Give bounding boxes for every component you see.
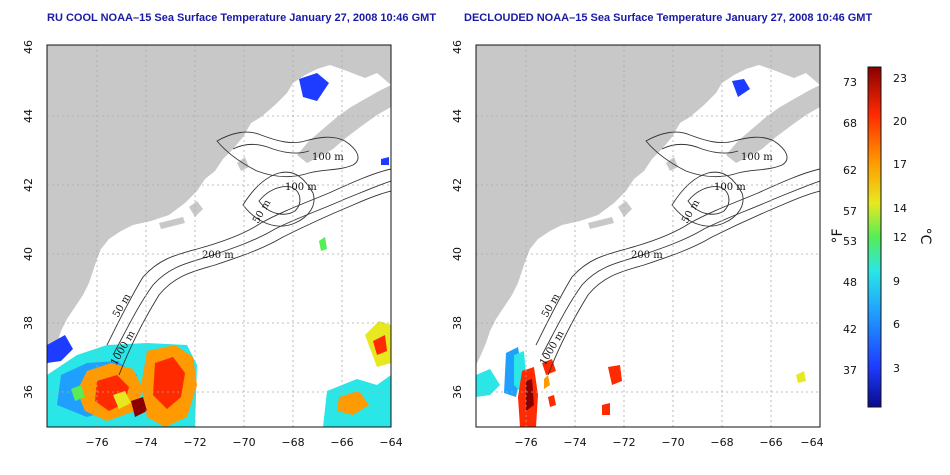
fahrenheit-tick: 62 — [843, 164, 857, 177]
panel-left-contour-label: 100 m — [312, 152, 344, 163]
fahrenheit-tick: 57 — [843, 205, 857, 218]
fahrenheit-tick: 42 — [843, 323, 857, 336]
celsius-tick: 6 — [893, 318, 900, 331]
x-tick-label: −64 — [379, 436, 402, 449]
x-tick-label: −74 — [134, 436, 157, 449]
panel-left-frame — [46, 44, 392, 428]
y-tick-label: 44 — [22, 109, 35, 123]
panel-right-sst-data — [476, 79, 806, 427]
celsius-tick: 3 — [893, 362, 900, 375]
y-tick-label: 42 — [22, 178, 35, 192]
fahrenheit-tick: 37 — [843, 364, 857, 377]
celsius-tick: 12 — [893, 231, 907, 244]
x-tick-label: −68 — [281, 436, 304, 449]
celsius-tick: 20 — [893, 115, 907, 128]
panel-right-contour-label: 100 m — [714, 182, 746, 193]
x-tick-label: −64 — [800, 436, 823, 449]
y-tick-label: 46 — [451, 40, 464, 54]
colorbar: 73 68 62 57 53 48 42 37 23 20 17 14 12 9… — [830, 66, 933, 408]
y-tick-label: 42 — [451, 178, 464, 192]
celsius-tick: 23 — [893, 72, 907, 85]
panel-left-sst-data — [47, 73, 391, 427]
x-tick-label: −76 — [85, 436, 108, 449]
fahrenheit-label: °F — [830, 228, 846, 243]
x-tick-label: −74 — [563, 436, 586, 449]
y-tick-label: 40 — [451, 247, 464, 261]
x-tick-label: −70 — [232, 436, 255, 449]
x-tick-label: −76 — [514, 436, 537, 449]
panel-right-x-axis: −76 −74 −72 −70 −68 −66 −64 — [514, 436, 823, 449]
y-tick-label: 36 — [22, 385, 35, 399]
panel-right-frame — [475, 44, 821, 428]
fahrenheit-tick: 48 — [843, 276, 857, 289]
y-tick-label: 36 — [451, 385, 464, 399]
y-tick-label: 44 — [451, 109, 464, 123]
colorbar-celsius-ticks: 23 20 17 14 12 9 6 3 — [893, 72, 907, 375]
x-tick-label: −72 — [183, 436, 206, 449]
panel-left-contour-label: 200 m — [202, 250, 234, 261]
panel-left-y-axis: 36 38 40 42 44 46 — [22, 40, 35, 399]
colorbar-fahrenheit-ticks: 73 68 62 57 53 48 42 37 — [843, 76, 857, 377]
x-tick-label: −66 — [759, 436, 782, 449]
panel-right-contour-label: 100 m — [741, 152, 773, 163]
panel-left-grid — [47, 45, 391, 427]
x-tick-label: −66 — [330, 436, 353, 449]
y-tick-label: 40 — [22, 247, 35, 261]
panel-right-y-axis: 36 38 40 42 44 46 — [451, 40, 464, 399]
x-tick-label: −72 — [612, 436, 635, 449]
panel-right-contour-label: 200 m — [631, 250, 663, 261]
fahrenheit-tick: 73 — [843, 76, 857, 89]
panel-left: 100 m 100 m 50 m 200 m 50 m 1000 m −76 −… — [22, 40, 403, 449]
x-tick-label: −68 — [710, 436, 733, 449]
fahrenheit-tick: 53 — [843, 235, 857, 248]
y-tick-label: 38 — [22, 316, 35, 330]
panel-left-x-axis: −76 −74 −72 −70 −68 −66 −64 — [85, 436, 402, 449]
panel-right-grid — [476, 45, 820, 427]
x-tick-label: −70 — [661, 436, 684, 449]
panel-right: 100 m 100 m 50 m 200 m 50 m 1000 m −76 −… — [451, 40, 824, 449]
panel-left-contour-label: 100 m — [285, 182, 317, 193]
celsius-tick: 9 — [893, 275, 900, 288]
panel-left-title: RU COOL NOAA–15 Sea Surface Temperature … — [47, 12, 437, 24]
celsius-tick: 17 — [893, 158, 907, 171]
y-tick-label: 38 — [451, 316, 464, 330]
celsius-tick: 14 — [893, 202, 907, 215]
celsius-label: °C — [917, 228, 933, 245]
fahrenheit-tick: 68 — [843, 117, 857, 130]
y-tick-label: 46 — [22, 40, 35, 54]
panel-right-title: DECLOUDED NOAA–15 Sea Surface Temperatur… — [464, 12, 873, 24]
colorbar-gradient — [867, 66, 882, 408]
